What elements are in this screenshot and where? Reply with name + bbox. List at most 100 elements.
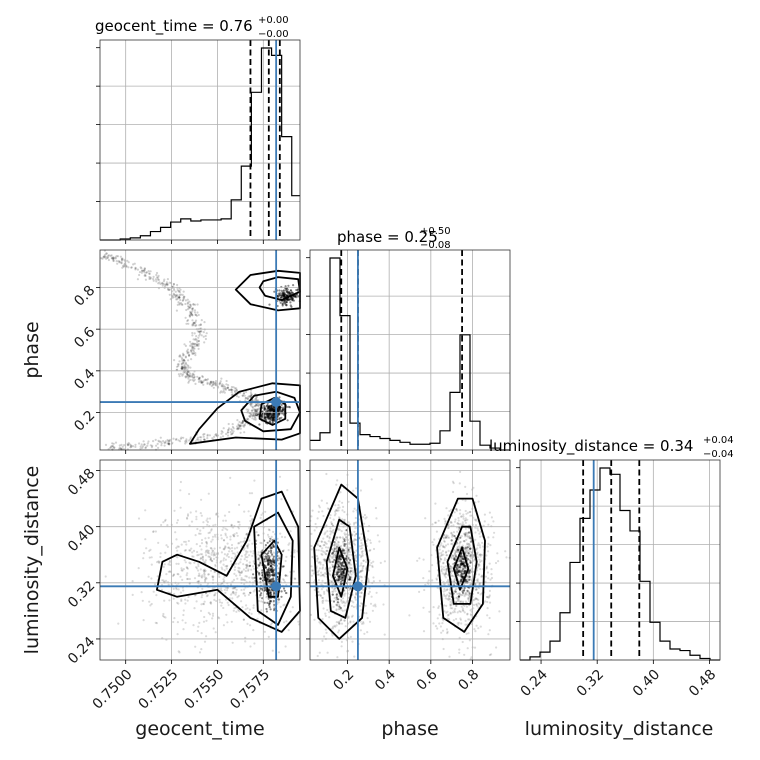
sample-point bbox=[497, 560, 500, 563]
sample-point bbox=[335, 542, 338, 545]
sample-point bbox=[140, 443, 143, 446]
sample-point bbox=[468, 575, 471, 579]
sample-point bbox=[254, 410, 257, 413]
sample-point bbox=[418, 557, 421, 560]
sample-point bbox=[462, 515, 465, 518]
sample-point bbox=[280, 403, 283, 406]
sample-point bbox=[341, 576, 344, 579]
sample-point bbox=[218, 546, 222, 549]
sample-point bbox=[295, 288, 298, 292]
sample-point bbox=[339, 606, 342, 610]
sample-point bbox=[166, 438, 169, 442]
sample-point bbox=[148, 272, 151, 275]
sample-point bbox=[463, 519, 466, 522]
sample-point bbox=[286, 298, 289, 301]
sample-point bbox=[212, 575, 215, 578]
sample-point bbox=[268, 600, 271, 603]
sample-point bbox=[220, 377, 223, 380]
sample-point bbox=[242, 540, 245, 543]
sample-point bbox=[273, 607, 276, 610]
sample-point bbox=[144, 538, 147, 541]
sample-point bbox=[270, 407, 273, 410]
sample-point bbox=[144, 273, 147, 276]
sample-point bbox=[143, 271, 146, 274]
sample-point bbox=[177, 363, 180, 366]
y-tick-label-phase: 0.2 bbox=[71, 408, 98, 435]
sample-point bbox=[212, 553, 216, 556]
sample-point bbox=[191, 348, 194, 352]
sample-point bbox=[172, 597, 175, 600]
sample-point bbox=[179, 591, 182, 594]
truth-point-phase-luminosity_distance bbox=[352, 581, 363, 592]
sample-point bbox=[164, 616, 167, 619]
sample-point bbox=[166, 524, 169, 527]
sample-point bbox=[268, 555, 271, 558]
sample-point bbox=[242, 618, 245, 621]
sample-point bbox=[195, 543, 198, 546]
sample-point bbox=[125, 265, 128, 268]
sample-point bbox=[190, 313, 193, 316]
sample-point bbox=[196, 340, 199, 343]
sample-point bbox=[178, 290, 181, 293]
sample-point bbox=[211, 535, 215, 538]
sample-point bbox=[234, 555, 237, 559]
sample-point bbox=[354, 521, 358, 524]
sample-point bbox=[177, 296, 181, 299]
sample-point bbox=[209, 601, 212, 604]
sample-point bbox=[242, 592, 245, 595]
sample-point bbox=[188, 315, 191, 318]
sample-point bbox=[225, 565, 228, 568]
sample-point bbox=[244, 594, 247, 597]
sample-point bbox=[183, 559, 186, 562]
sample-point bbox=[259, 561, 262, 565]
sample-point bbox=[134, 443, 137, 446]
sample-point bbox=[142, 552, 146, 555]
sample-point bbox=[438, 545, 441, 548]
sample-point bbox=[468, 639, 471, 642]
sample-point bbox=[193, 607, 196, 610]
sample-point bbox=[201, 557, 204, 560]
sample-point bbox=[255, 404, 258, 407]
sample-point bbox=[227, 603, 230, 607]
sample-point bbox=[189, 378, 192, 382]
sample-point bbox=[141, 446, 144, 449]
sample-point bbox=[187, 322, 190, 325]
sample-point bbox=[369, 541, 372, 545]
sample-point bbox=[175, 562, 178, 565]
sample-point bbox=[245, 575, 248, 578]
sample-point bbox=[264, 510, 267, 513]
sample-point bbox=[231, 429, 234, 432]
sample-point bbox=[227, 429, 230, 432]
sample-point bbox=[189, 437, 192, 441]
sample-point bbox=[120, 258, 124, 261]
sample-point bbox=[335, 604, 338, 607]
sample-point bbox=[374, 603, 377, 606]
sample-point bbox=[183, 295, 186, 298]
sample-point bbox=[422, 606, 425, 609]
sample-point bbox=[273, 592, 276, 595]
sample-point bbox=[341, 597, 345, 600]
sample-point bbox=[361, 547, 364, 550]
sample-point bbox=[268, 412, 271, 416]
sample-point bbox=[198, 376, 201, 379]
sample-point bbox=[335, 483, 338, 486]
sample-point bbox=[152, 440, 155, 443]
y-tick-label-phase: 0.6 bbox=[71, 324, 98, 351]
sample-point bbox=[186, 566, 189, 570]
sample-point bbox=[236, 425, 239, 428]
sample-point bbox=[267, 414, 270, 418]
sample-point bbox=[359, 604, 362, 608]
sample-point bbox=[269, 569, 273, 572]
sample-point bbox=[203, 640, 207, 643]
sample-point bbox=[152, 275, 155, 278]
sample-point bbox=[178, 296, 181, 299]
sample-point bbox=[197, 625, 200, 628]
sample-point bbox=[245, 604, 248, 607]
sample-point bbox=[183, 359, 186, 362]
sample-point bbox=[223, 391, 226, 394]
sample-point bbox=[203, 615, 206, 619]
sample-point bbox=[477, 602, 480, 605]
sample-point bbox=[101, 257, 104, 260]
sample-point bbox=[268, 567, 271, 570]
sample-point bbox=[488, 601, 492, 604]
